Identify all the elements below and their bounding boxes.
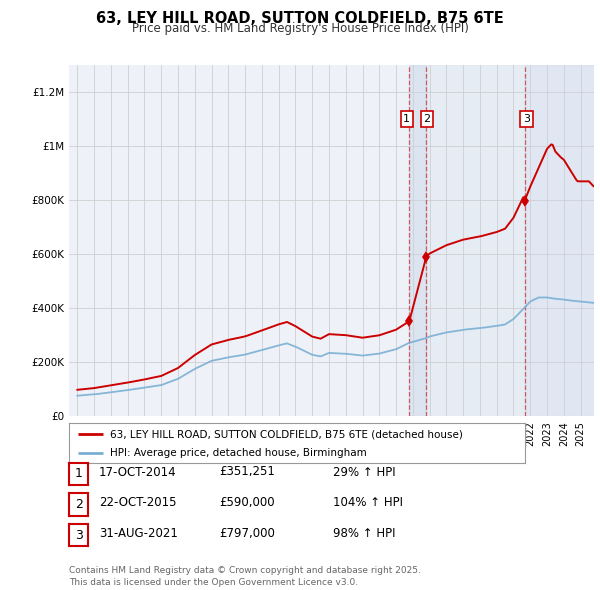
Text: HPI: Average price, detached house, Birmingham: HPI: Average price, detached house, Birm… [110, 448, 367, 458]
Text: 1: 1 [74, 467, 83, 480]
Text: 3: 3 [74, 529, 83, 542]
Text: £797,000: £797,000 [219, 527, 275, 540]
Text: £351,251: £351,251 [219, 466, 275, 478]
Text: 1: 1 [403, 114, 410, 124]
Text: Price paid vs. HM Land Registry's House Price Index (HPI): Price paid vs. HM Land Registry's House … [131, 22, 469, 35]
Text: 22-OCT-2015: 22-OCT-2015 [99, 496, 176, 509]
Text: 29% ↑ HPI: 29% ↑ HPI [333, 466, 395, 478]
Text: 104% ↑ HPI: 104% ↑ HPI [333, 496, 403, 509]
Text: 63, LEY HILL ROAD, SUTTON COLDFIELD, B75 6TE: 63, LEY HILL ROAD, SUTTON COLDFIELD, B75… [96, 11, 504, 25]
Text: 63, LEY HILL ROAD, SUTTON COLDFIELD, B75 6TE (detached house): 63, LEY HILL ROAD, SUTTON COLDFIELD, B75… [110, 430, 463, 440]
Text: 2: 2 [424, 114, 431, 124]
Text: 17-OCT-2014: 17-OCT-2014 [99, 466, 176, 478]
Text: Contains HM Land Registry data © Crown copyright and database right 2025.
This d: Contains HM Land Registry data © Crown c… [69, 566, 421, 587]
Bar [409, 65, 426, 416]
Bar [524, 65, 600, 416]
Text: 31-AUG-2021: 31-AUG-2021 [99, 527, 178, 540]
Text: 3: 3 [523, 114, 530, 124]
Text: 2: 2 [74, 498, 83, 511]
Text: 98% ↑ HPI: 98% ↑ HPI [333, 527, 395, 540]
Bar [426, 65, 524, 416]
Text: £590,000: £590,000 [219, 496, 275, 509]
